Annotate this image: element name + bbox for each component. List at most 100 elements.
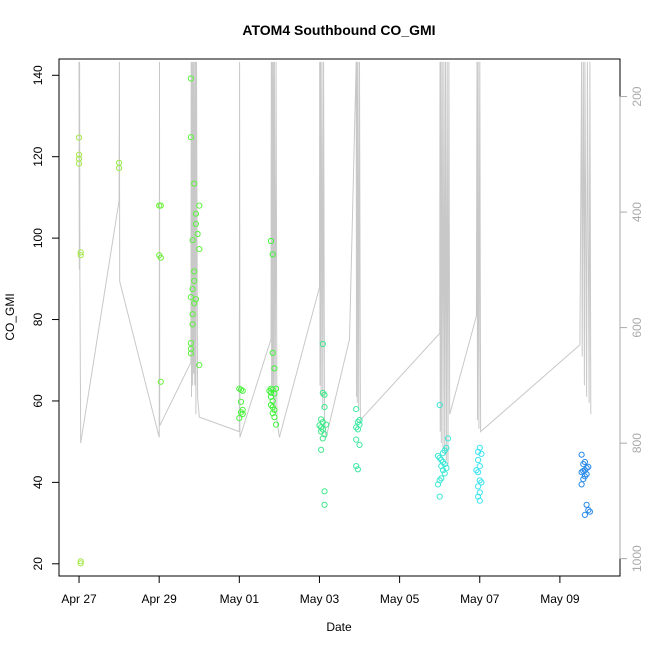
- data-point: [269, 386, 276, 393]
- y-tick-label: 40: [31, 475, 45, 489]
- data-point: [237, 409, 245, 416]
- data-point: [196, 246, 203, 253]
- data-point: [75, 151, 83, 158]
- data-point: [269, 410, 276, 417]
- data-point: [267, 389, 275, 396]
- data-point: [585, 507, 592, 514]
- points-layer: [75, 75, 594, 567]
- data-point: [189, 285, 196, 293]
- data-point: [439, 467, 447, 474]
- data-point: [157, 202, 164, 209]
- data-point: [75, 134, 83, 141]
- data-point: [237, 386, 245, 393]
- data-point: [189, 321, 196, 328]
- data-point: [189, 311, 196, 318]
- data-point: [271, 365, 278, 372]
- data-point: [191, 277, 198, 284]
- x-tick-label: Apr 29: [141, 592, 177, 606]
- data-point: [191, 268, 198, 275]
- data-point: [356, 441, 363, 448]
- data-point: [273, 421, 280, 428]
- data-point: [476, 497, 483, 504]
- data-point: [271, 390, 278, 397]
- data-point: [476, 463, 483, 470]
- data-point: [194, 230, 201, 238]
- data-point: [77, 558, 84, 565]
- data-point: [441, 461, 448, 468]
- data-point: [353, 406, 360, 413]
- data-point: [321, 488, 328, 495]
- y-tick-label: 60: [31, 394, 45, 408]
- data-point: [77, 252, 84, 259]
- pressure-trace-layer: [78, 61, 592, 467]
- data-point: [444, 435, 452, 442]
- data-point: [578, 469, 585, 476]
- data-point: [267, 237, 275, 245]
- data-point: [583, 501, 590, 508]
- data-point: [75, 160, 83, 167]
- data-point: [580, 461, 587, 468]
- data-point: [434, 481, 442, 488]
- data-point: [157, 254, 164, 261]
- data-point: [475, 469, 482, 476]
- data-point: [436, 401, 443, 409]
- data-point: [436, 493, 443, 500]
- data-point: [77, 560, 84, 567]
- data-point: [191, 300, 198, 307]
- plot-frame: [58, 58, 621, 577]
- data-point: [239, 410, 246, 418]
- y-axis-label: CO_GMI: [3, 293, 17, 340]
- data-point: [323, 421, 330, 428]
- data-point: [353, 436, 360, 443]
- data-point: [269, 251, 276, 258]
- data-point: [269, 349, 276, 356]
- x-tick-label: May 09: [540, 592, 580, 606]
- data-point: [187, 350, 194, 357]
- right-tick-label: 600: [630, 317, 644, 337]
- data-point: [319, 435, 326, 442]
- x-axis: Apr 27 Apr 29 May 01 May 03 May 05 May 07 May …: [61, 575, 580, 606]
- y-axis: 20 40 60 80 100 120 140: [31, 65, 60, 570]
- right-tick-label: 800: [630, 433, 644, 453]
- data-point: [580, 467, 587, 475]
- data-point: [187, 75, 194, 82]
- y-tick-label: 80: [31, 313, 45, 327]
- data-point: [187, 345, 194, 352]
- data-point: [586, 508, 594, 515]
- x-tick-label: May 03: [300, 592, 340, 606]
- data-point: [77, 249, 84, 256]
- data-point: [192, 220, 199, 227]
- data-point: [187, 294, 194, 301]
- data-point: [578, 451, 585, 458]
- data-point: [196, 202, 203, 209]
- data-point: [239, 387, 246, 394]
- y-tick-label: 140: [31, 65, 45, 85]
- data-point: [441, 470, 448, 477]
- right-axis: 200 400 600 800 1000: [619, 86, 644, 572]
- data-point: [354, 426, 361, 433]
- x-tick-label: May 05: [380, 592, 420, 606]
- data-point: [578, 481, 585, 488]
- data-point: [271, 414, 278, 421]
- data-point: [321, 391, 328, 398]
- data-point: [318, 446, 325, 453]
- data-point: [353, 463, 360, 470]
- x-tick-label: May 01: [220, 592, 260, 606]
- y-tick-label: 120: [31, 146, 45, 166]
- data-point: [321, 404, 328, 411]
- right-tick-label: 400: [630, 202, 644, 222]
- pressure-trace-line: [78, 61, 592, 467]
- right-tick-label: 1000: [630, 545, 644, 572]
- chart-title: ATOM4 Southbound CO_GMI: [242, 22, 435, 38]
- data-point: [581, 511, 589, 519]
- data-point: [237, 398, 245, 405]
- data-point: [192, 210, 199, 217]
- data-point: [196, 362, 203, 369]
- data-point: [476, 444, 483, 451]
- data-point: [116, 165, 123, 172]
- x-tick-label: May 07: [460, 592, 500, 606]
- data-point: [475, 483, 482, 490]
- data-point: [187, 134, 194, 141]
- right-tick-label: 200: [630, 86, 644, 106]
- x-tick-label: Apr 27: [61, 592, 97, 606]
